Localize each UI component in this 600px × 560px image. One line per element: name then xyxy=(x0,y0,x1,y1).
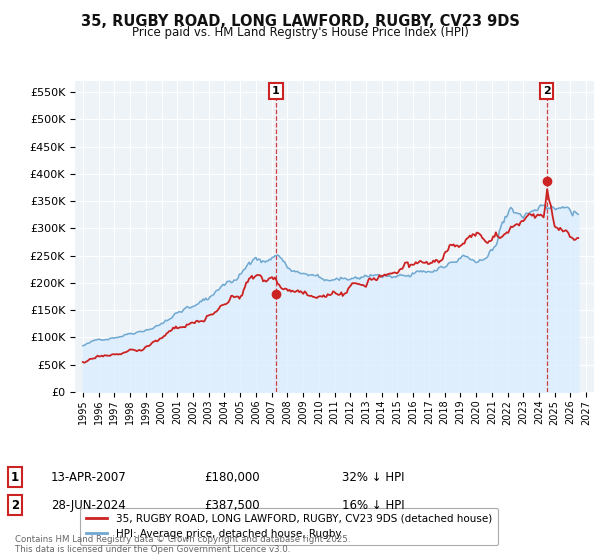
Text: 2: 2 xyxy=(11,498,19,512)
Legend: 35, RUGBY ROAD, LONG LAWFORD, RUGBY, CV23 9DS (detached house), HPI: Average pri: 35, RUGBY ROAD, LONG LAWFORD, RUGBY, CV2… xyxy=(80,507,498,545)
Text: 28-JUN-2024: 28-JUN-2024 xyxy=(51,498,126,512)
Text: Price paid vs. HM Land Registry's House Price Index (HPI): Price paid vs. HM Land Registry's House … xyxy=(131,26,469,39)
Text: 1: 1 xyxy=(11,470,19,484)
Text: 35, RUGBY ROAD, LONG LAWFORD, RUGBY, CV23 9DS: 35, RUGBY ROAD, LONG LAWFORD, RUGBY, CV2… xyxy=(80,14,520,29)
Text: 1: 1 xyxy=(272,86,280,96)
Text: 2: 2 xyxy=(543,86,551,96)
Text: £180,000: £180,000 xyxy=(204,470,260,484)
Text: 32% ↓ HPI: 32% ↓ HPI xyxy=(342,470,404,484)
Text: 13-APR-2007: 13-APR-2007 xyxy=(51,470,127,484)
Text: 16% ↓ HPI: 16% ↓ HPI xyxy=(342,498,404,512)
Text: Contains HM Land Registry data © Crown copyright and database right 2025.
This d: Contains HM Land Registry data © Crown c… xyxy=(15,535,350,554)
Text: £387,500: £387,500 xyxy=(204,498,260,512)
